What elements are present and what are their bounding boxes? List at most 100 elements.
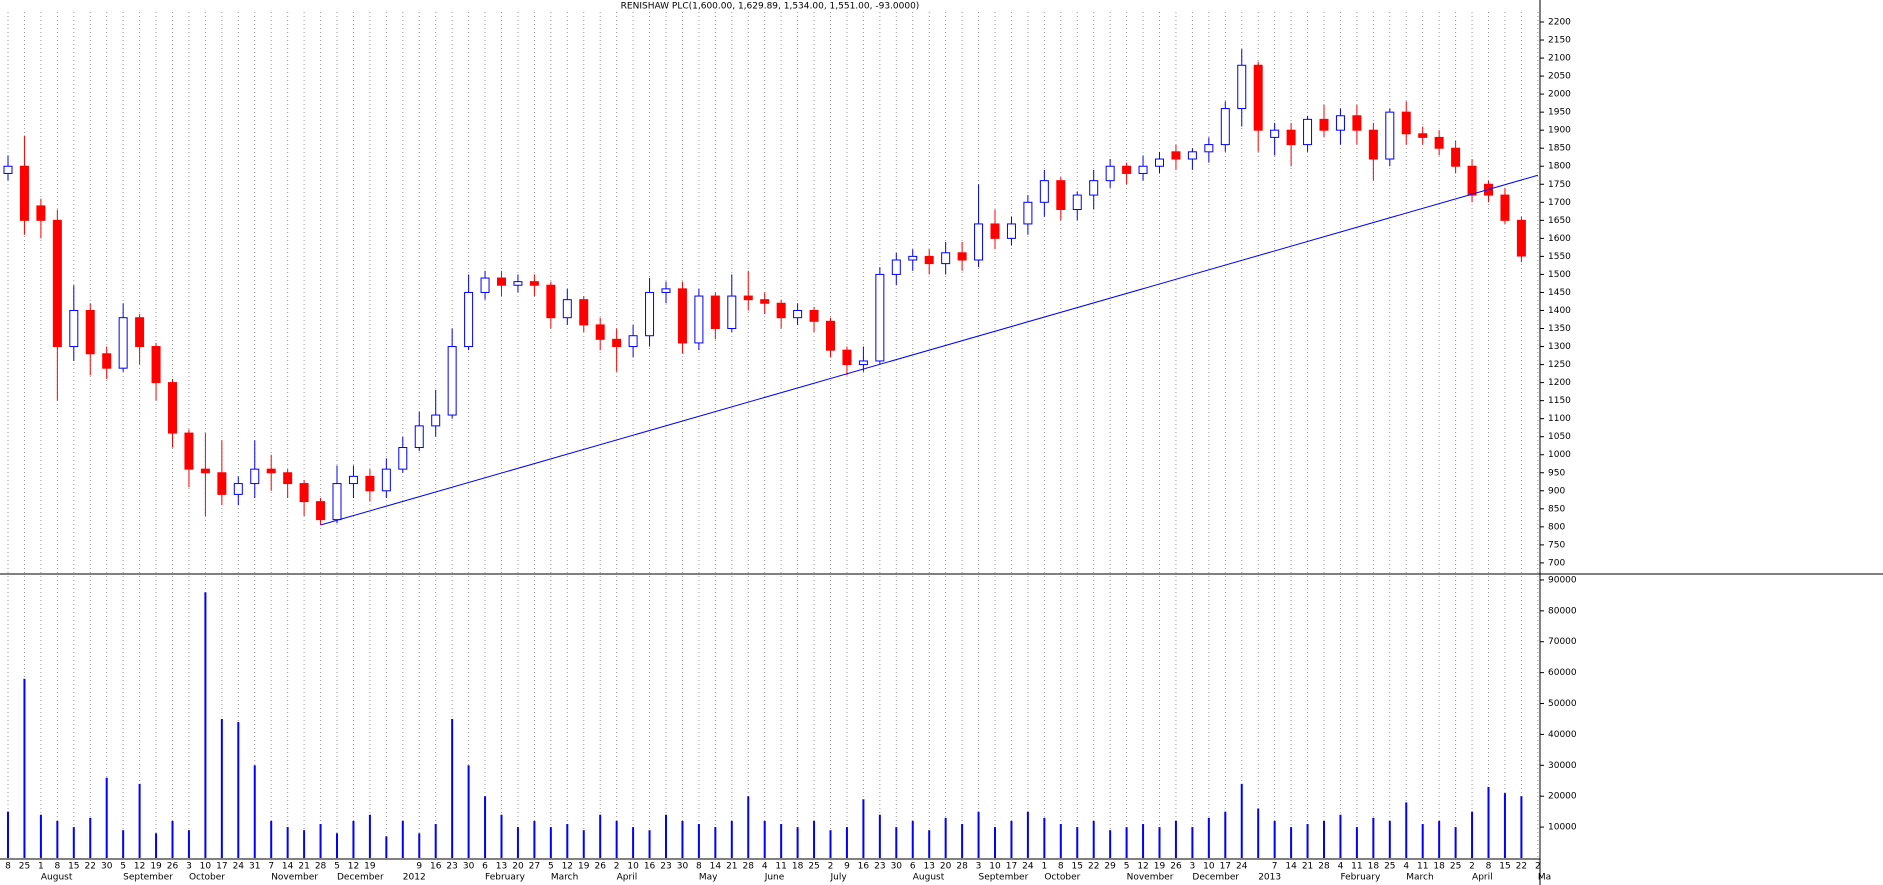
candle-body	[1270, 129, 1280, 138]
volume-bar	[105, 777, 108, 858]
volume-bar	[270, 820, 273, 858]
y-tick-label: 50000	[1548, 699, 1577, 709]
volume-bar	[1026, 811, 1029, 858]
candle-body	[1089, 180, 1099, 196]
month-label: July	[830, 873, 848, 883]
volume-bar	[220, 718, 223, 858]
y-tick-label: 1100	[1548, 414, 1571, 424]
volume-bar	[1109, 830, 1112, 858]
candle-body	[1286, 129, 1296, 146]
candle-body	[480, 277, 490, 293]
x-tick-label: 24	[233, 862, 245, 872]
y-tick-label: 2050	[1548, 72, 1571, 82]
x-tick-label: 5	[120, 862, 126, 872]
candle-body	[1105, 165, 1115, 182]
x-tick-label: 15	[1072, 862, 1083, 872]
candle-body	[1253, 64, 1263, 131]
month-label: May	[699, 873, 718, 883]
trendline	[320, 174, 1538, 526]
volume-bar	[1092, 820, 1095, 858]
x-tick-label: 25	[1450, 862, 1461, 872]
volume-bar	[566, 824, 569, 858]
volume-bar	[1257, 808, 1260, 858]
month-label: March	[1406, 873, 1433, 883]
x-tick-label: 15	[68, 862, 79, 872]
y-tick-label: 1450	[1548, 288, 1571, 298]
y-tick-label: 1250	[1548, 360, 1571, 370]
x-tick-label: 10	[989, 862, 1001, 872]
x-tick-label: 23	[874, 862, 885, 872]
volume-bar	[1323, 820, 1325, 858]
x-tick-label: 16	[644, 862, 656, 872]
volume-bar	[763, 820, 766, 858]
x-tick-label: 3	[976, 862, 982, 872]
x-tick-label: 28	[1318, 862, 1330, 872]
x-tick-label: 9	[844, 862, 850, 872]
candle-body	[316, 501, 326, 521]
x-tick-label: 22	[1088, 862, 1099, 872]
y-tick-label: 90000	[1548, 575, 1577, 585]
candle-body	[365, 475, 375, 492]
y-tick-label: 1500	[1548, 270, 1571, 280]
volume-bar	[451, 718, 454, 858]
x-tick-label: 24	[1022, 862, 1034, 872]
x-tick-label: 12	[134, 862, 145, 872]
volume-bar	[1405, 802, 1408, 858]
candle-body	[891, 259, 901, 275]
x-tick-label: 31	[249, 862, 260, 872]
y-tick-label: 30000	[1548, 761, 1577, 771]
y-tick-label: 1000	[1548, 450, 1571, 460]
y-tick-label: 10000	[1548, 823, 1577, 833]
volume-bar	[697, 824, 700, 858]
volume-bar	[484, 796, 487, 858]
y-tick-label: 1700	[1548, 198, 1571, 208]
y-tick-label: 850	[1548, 504, 1565, 514]
x-tick-label: 21	[1302, 862, 1313, 872]
volume-bar	[56, 820, 59, 858]
volume-bar	[23, 678, 26, 858]
y-tick-label: 1200	[1548, 378, 1571, 388]
candle-body	[1385, 111, 1395, 160]
x-tick-label: 10	[200, 862, 212, 872]
candle-body	[497, 277, 506, 286]
x-tick-label: 8	[1058, 862, 1064, 872]
candle-body	[1368, 129, 1378, 160]
candle-body	[283, 472, 293, 485]
month-label: June	[764, 873, 785, 883]
x-tick-label: 9	[416, 862, 422, 872]
x-tick-label: 29	[1104, 862, 1116, 872]
volume-bar	[237, 722, 240, 858]
volume-bar	[401, 820, 404, 858]
candle-body	[135, 317, 145, 348]
candle-body	[858, 360, 868, 366]
x-tick-label: 19	[364, 862, 376, 872]
volume-bar	[1059, 824, 1062, 858]
volume-bar	[1471, 811, 1474, 858]
candle-body	[1303, 118, 1313, 146]
y-tick-label: 2150	[1548, 36, 1571, 46]
volume-bar	[1174, 820, 1177, 858]
candle-body	[661, 288, 671, 293]
candle-body	[200, 468, 210, 474]
x-tick-label: 16	[430, 862, 442, 872]
x-tick-label: 22	[85, 862, 96, 872]
volume-bar	[549, 827, 552, 858]
candle-body	[1187, 151, 1197, 160]
candle-body	[529, 281, 539, 286]
x-tick-label: 4	[1403, 862, 1409, 872]
y-tick-label: 950	[1548, 468, 1565, 478]
x-tick-label: 18	[792, 862, 804, 872]
volume-bar	[319, 824, 322, 858]
volume-bar	[368, 814, 371, 858]
volume-bar	[747, 796, 750, 858]
candle-body	[694, 295, 704, 344]
y-tick-label: 1750	[1548, 180, 1571, 190]
volume-bar	[72, 827, 75, 858]
candle-body	[1434, 136, 1444, 149]
volume-bar	[977, 811, 980, 858]
x-tick-label: 10	[1203, 862, 1215, 872]
x-tick-label: 28	[956, 862, 968, 872]
volume-bar	[467, 765, 470, 858]
volume-bar	[286, 827, 289, 858]
